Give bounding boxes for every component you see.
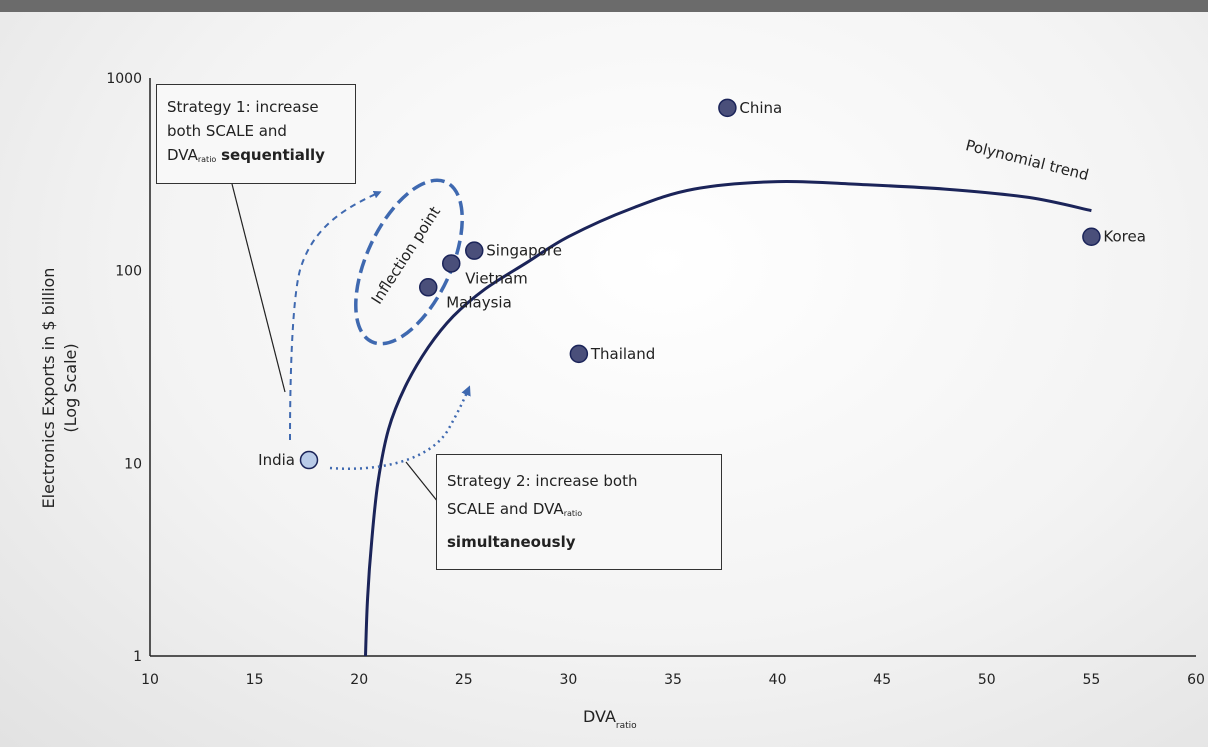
strategy2-line1: Strategy 2: increase both <box>447 472 638 490</box>
y-tick-label: 10 <box>124 456 142 472</box>
point-vietnam <box>441 254 461 273</box>
point-china <box>718 98 737 118</box>
label-china: China <box>739 99 782 117</box>
x-tick-label: 40 <box>769 672 787 688</box>
trend-label: Polynomial trend <box>964 136 1091 184</box>
strategy1-box: Strategy 1: increase both SCALE and DVAr… <box>156 84 356 184</box>
x-tick-label: 55 <box>1082 672 1100 688</box>
annotation-arrows <box>231 178 471 503</box>
y-tick-label: 1000 <box>106 71 142 87</box>
point-singapore <box>465 241 484 260</box>
x-tick-label: 10 <box>141 672 159 688</box>
label-korea: Korea <box>1103 228 1146 246</box>
inflection-ellipse <box>354 178 464 346</box>
point-korea <box>1082 227 1101 246</box>
label-thailand: Thailand <box>590 345 655 363</box>
y-tick-label: 1 <box>133 649 142 665</box>
x-tick-label: 45 <box>873 672 891 688</box>
x-tick-label: 50 <box>978 672 996 688</box>
strategy2-line2: SCALE and DVAratio <box>447 500 583 518</box>
strategy1-line3: DVAratio sequentially <box>167 146 325 164</box>
point-india <box>299 450 319 470</box>
strategy2-arrow <box>329 385 471 470</box>
strategy2-leader <box>405 461 439 503</box>
x-tick-label: 15 <box>246 672 264 688</box>
label-india: India <box>258 451 295 469</box>
x-axis-label: DVAratio <box>583 707 637 731</box>
strategy1-line2: both SCALE and <box>167 122 287 140</box>
strategy1-leader <box>231 183 286 393</box>
x-tick-label: 60 <box>1187 672 1205 688</box>
strategy1-arrow <box>289 190 382 441</box>
x-tick-label: 20 <box>350 672 368 688</box>
point-malaysia <box>418 278 438 297</box>
y-axis-label: Electronics Exports in $ billion (Log Sc… <box>39 268 80 509</box>
y-tick-label: 100 <box>115 264 142 280</box>
x-tick-label: 25 <box>455 672 473 688</box>
strategy2-line3: simultaneously <box>447 533 576 551</box>
top-bar <box>0 0 1208 12</box>
point-thailand <box>569 344 589 364</box>
strategy1-line1: Strategy 1: increase <box>167 98 319 116</box>
label-malaysia: Malaysia <box>446 293 512 311</box>
trend-line <box>364 179 1092 657</box>
y-axis-label-line1: Electronics Exports in $ billion <box>39 268 58 509</box>
axes <box>149 78 1196 657</box>
label-singapore: Singapore <box>486 242 562 260</box>
y-axis-label-line2: (Log Scale) <box>61 343 80 432</box>
x-tick-label: 30 <box>559 672 577 688</box>
x-tick-label: 35 <box>664 672 682 688</box>
data-points: China Korea Singapore Vietnam Malaysia Thaila… <box>258 98 1146 470</box>
label-vietnam: Vietnam <box>465 269 528 287</box>
polynomial-trend <box>364 179 1092 657</box>
tick-labels: 10 15 20 25 30 35 40 45 50 55 60 1 10 100 1000 <box>106 71 1205 688</box>
strategy2-box: Strategy 2: increase both SCALE and DVAr… <box>436 454 722 570</box>
